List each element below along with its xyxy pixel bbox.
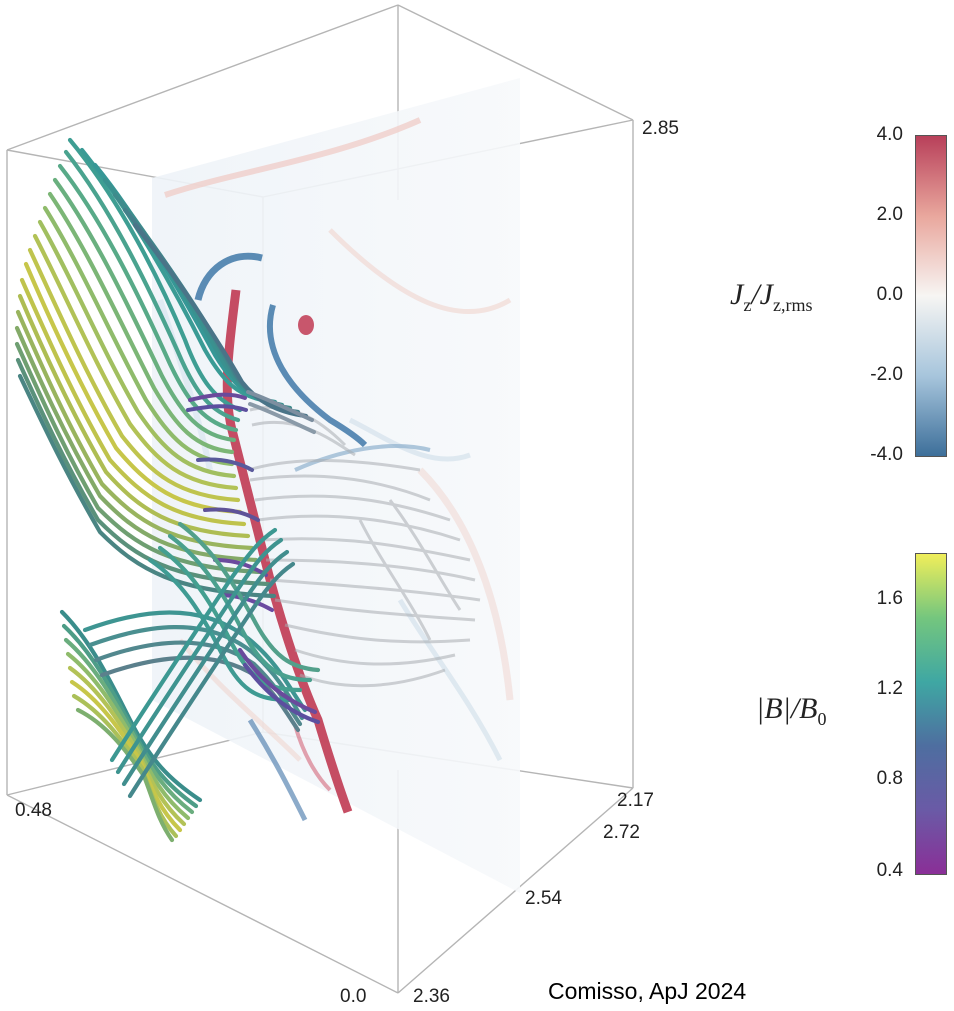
axis-tick-bottom-depth-3: 2.72	[603, 822, 640, 843]
colorbar-jz-tick: -2.0	[870, 364, 903, 385]
current-sheet-slice	[152, 78, 520, 893]
colorbar-b-tick: 1.2	[876, 678, 903, 699]
axis-tick-bottom-depth-1: 2.36	[413, 986, 450, 1007]
colorbar-b-tick: 1.6	[876, 588, 903, 609]
colorbar-b-tick: 0.4	[876, 860, 903, 881]
citation-credit: Comisso, ApJ 2024	[548, 978, 747, 1004]
axis-tick-bottom-origin: 0.0	[340, 986, 367, 1007]
colorbar-jz-label: Jz/Jz,rms	[730, 278, 813, 315]
colorbar-jz-tick: 4.0	[876, 124, 903, 145]
colorbar-b-label: |B|/B0	[756, 692, 827, 729]
colorbar-b	[915, 553, 947, 875]
colorbar-jz-tick: 0.0	[876, 284, 903, 305]
axis-tick-top-right: 2.85	[642, 118, 679, 139]
colorbar-jz-tick: -4.0	[870, 444, 903, 465]
axis-tick-bottom-right: 2.17	[617, 790, 654, 811]
colorbar-jz-tick: 2.0	[876, 204, 903, 225]
colorbar-jz	[915, 135, 947, 457]
axis-tick-left: 0.48	[15, 800, 52, 821]
magnetic-field-lines-lower	[59, 521, 321, 843]
axis-tick-bottom-depth-2: 2.54	[525, 888, 562, 909]
colorbar-b-tick: 0.8	[876, 768, 903, 789]
